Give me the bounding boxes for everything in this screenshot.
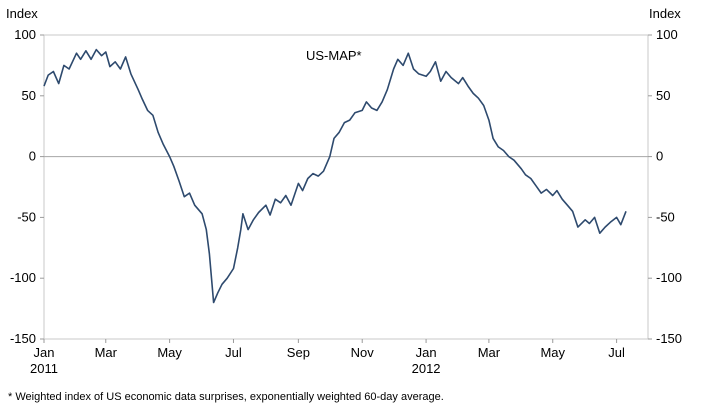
y-axis-title-left: Index (6, 6, 38, 21)
y-tick-label-right: -150 (656, 331, 682, 346)
x-tick-label: Jan (416, 345, 437, 360)
y-tick-label-left: 100 (14, 27, 36, 42)
x-tick-label: Sep (287, 345, 310, 360)
x-tick-label: May (540, 345, 565, 360)
x-tick-label: Mar (478, 345, 501, 360)
x-tick-label: Jan (34, 345, 55, 360)
x-tick-label: Jul (608, 345, 625, 360)
x-tick-label: Mar (95, 345, 118, 360)
x-tick-label: May (157, 345, 182, 360)
y-tick-label-left: 0 (29, 149, 36, 164)
y-axis-right: 100 50 0 -50 -100 -150 (648, 27, 682, 346)
y-tick-label-left: -100 (10, 270, 36, 285)
x-tick-label: Nov (351, 345, 375, 360)
plot-frame (43, 34, 649, 340)
y-tick-label-right: 0 (656, 149, 663, 164)
x-tick-label: Jul (225, 345, 242, 360)
series-line-us-map (43, 48, 627, 304)
x-tick-year-label: 2011 (30, 361, 58, 376)
y-tick-label-right: -100 (656, 270, 682, 285)
y-axis-left: 100 50 0 -50 -100 -150 (10, 27, 44, 346)
y-tick-label-right: 50 (656, 88, 670, 103)
x-tick-year-label: 2012 (412, 361, 441, 376)
y-tick-label-left: -150 (10, 331, 36, 346)
y-tick-label-left: 50 (22, 88, 36, 103)
y-axis-title-right: Index (649, 6, 681, 21)
footnote: * Weighted index of US economic data sur… (8, 391, 444, 403)
y-tick-label-left: -50 (17, 209, 36, 224)
y-tick-label-right: -50 (656, 209, 675, 224)
y-tick-label-right: 100 (656, 27, 678, 42)
series-label: US-MAP* (306, 48, 362, 63)
